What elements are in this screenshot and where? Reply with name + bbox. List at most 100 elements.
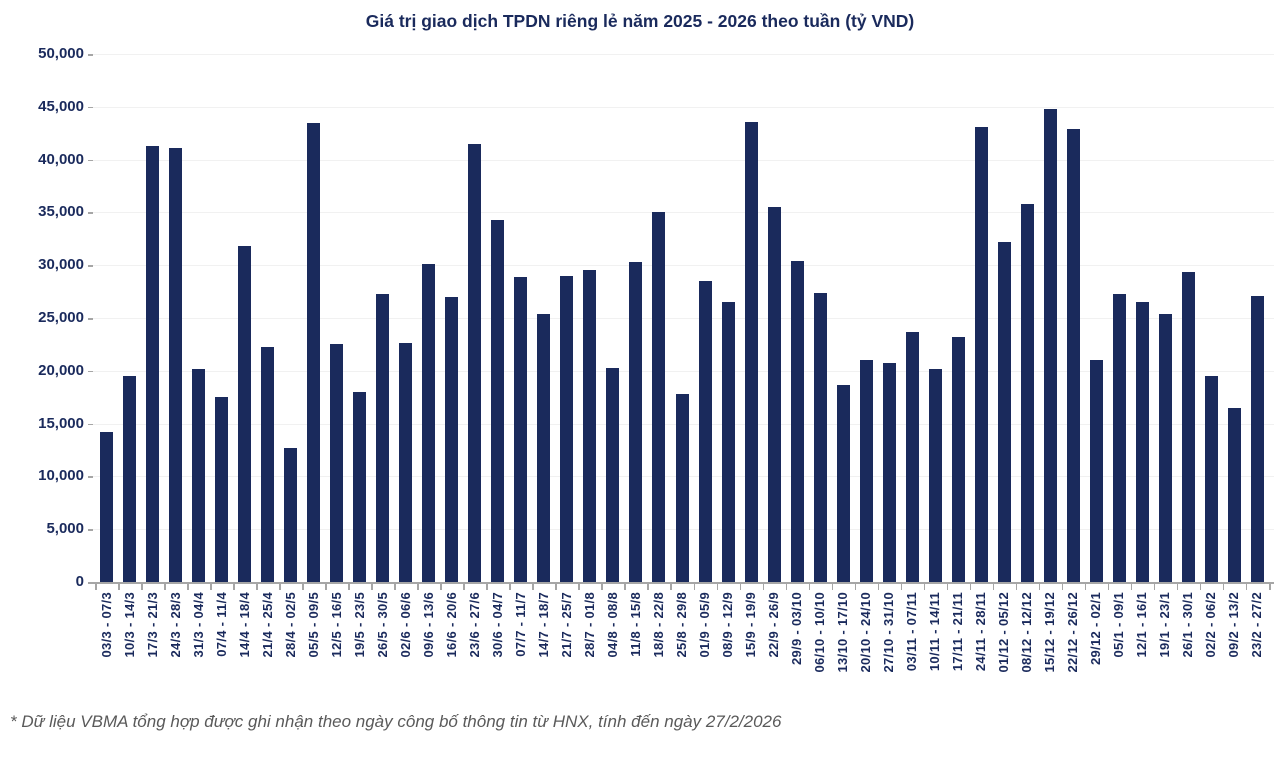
- x-axis-label: 05/5 - 09/5: [305, 592, 321, 658]
- y-axis-tick: [88, 265, 93, 267]
- x-axis-label: 25/8 - 29/8: [674, 592, 689, 658]
- x-axis-tick: [716, 583, 719, 590]
- bar: [537, 313, 551, 582]
- bar: [997, 241, 1011, 582]
- x-axis-label: 07/7 - 11/7: [512, 592, 528, 657]
- gridline: [90, 318, 1274, 319]
- x-axis-label: 06/10 - 10/10: [812, 592, 828, 673]
- bar: [859, 360, 873, 582]
- x-axis-tick: [95, 583, 97, 590]
- y-axis-label: 0: [75, 573, 84, 590]
- x-axis-label: 15/12 - 19/12: [1042, 592, 1058, 673]
- x-axis-tick: [923, 583, 926, 590]
- x-axis-label: 31/3 - 04/4: [190, 592, 206, 658]
- x-axis-tick: [1199, 583, 1202, 590]
- bar: [284, 447, 298, 582]
- x-axis-tick: [302, 583, 304, 590]
- x-axis-tick: [394, 583, 396, 590]
- x-axis-label: 02/2 - 06/2: [1203, 592, 1219, 658]
- bar: [606, 367, 620, 582]
- x-axis-label: 02/6 - 06/6: [397, 592, 413, 658]
- x-axis-label: 08/9 - 12/9: [720, 592, 736, 658]
- x-axis-label: 23/6 - 27/6: [466, 592, 482, 658]
- y-axis-tick: [88, 54, 93, 56]
- bar: [905, 331, 919, 582]
- x-axis-label: 05/1 - 09/1: [1111, 592, 1127, 658]
- bar: [1089, 360, 1103, 582]
- x-axis-label: 28/7 - 01/8: [581, 592, 597, 658]
- x-axis-label: 29/12 - 02/1: [1088, 592, 1104, 665]
- x-axis-tick: [279, 583, 281, 590]
- x-axis-tick: [1015, 583, 1018, 590]
- y-axis-tick: [88, 529, 93, 531]
- x-axis-label: 17/3 - 21/3: [144, 592, 160, 658]
- bar: [468, 143, 482, 582]
- bar: [1135, 302, 1149, 582]
- y-axis-tick: [88, 370, 93, 373]
- bar: [192, 368, 206, 582]
- footer-note: * Dữ liệu VBMA tổng hợp được ghi nhận th…: [10, 712, 782, 731]
- x-axis-label: 28/4 - 02/5: [282, 592, 298, 658]
- bar: [238, 246, 252, 582]
- x-axis-label: 30/6 - 04/7: [489, 592, 505, 658]
- x-axis-label: 19/1 - 23/1: [1157, 592, 1173, 658]
- bar: [1204, 376, 1218, 582]
- bar: [146, 145, 160, 582]
- bar: [307, 122, 321, 582]
- x-axis-label: 19/5 - 23/5: [351, 592, 367, 658]
- bar: [1043, 108, 1057, 582]
- y-axis-label: 20,000: [38, 361, 84, 379]
- x-axis-tick: [785, 583, 788, 590]
- y-axis-label: 30,000: [38, 256, 84, 274]
- x-axis-label: 10/3 - 14/3: [121, 592, 137, 658]
- x-axis-tick: [693, 583, 695, 590]
- gridline: [90, 265, 1274, 267]
- x-axis-tick: [417, 583, 419, 590]
- x-axis-label: 16/6 - 20/6: [443, 592, 459, 658]
- x-axis-label: 21/7 - 25/7: [558, 592, 574, 658]
- x-axis-tick: [440, 583, 442, 590]
- chart-title: Giá trị giao dịch TPDN riêng lẻ năm 2025…: [365, 11, 915, 31]
- y-axis-label: 50,000: [38, 45, 84, 62]
- x-axis-tick: [1038, 583, 1041, 590]
- x-axis-line: [88, 582, 1274, 584]
- x-axis-tick: [969, 583, 972, 590]
- x-axis-label: 07/4 - 11/4: [213, 592, 229, 657]
- x-axis-label: 26/1 - 30/1: [1180, 592, 1196, 658]
- bar: [399, 343, 413, 582]
- y-axis-tick: [88, 106, 93, 109]
- x-axis-label: 15/9 - 19/9: [743, 592, 759, 658]
- bar: [1227, 407, 1241, 582]
- bar: [744, 121, 758, 582]
- bar: [974, 126, 988, 582]
- x-axis-tick: [325, 583, 327, 590]
- x-axis-tick: [486, 583, 488, 590]
- x-axis-label: 14/4 - 18/4: [236, 592, 252, 658]
- x-axis-tick: [555, 583, 557, 590]
- y-axis-label: 40,000: [38, 150, 84, 168]
- x-axis-label: 03/11 - 07/11: [904, 592, 920, 672]
- y-axis-label: 15,000: [38, 414, 84, 432]
- gridline: [90, 106, 1274, 108]
- x-axis-tick: [118, 583, 120, 590]
- bar: [422, 264, 436, 582]
- x-axis-tick: [187, 583, 189, 590]
- x-axis-tick: [1269, 583, 1271, 590]
- bar: [445, 296, 459, 582]
- x-axis-tick: [900, 583, 903, 590]
- y-axis-tick: [88, 476, 93, 478]
- bar: [951, 337, 965, 582]
- x-axis-label: 12/5 - 16/5: [328, 592, 344, 658]
- y-axis-tick: [88, 318, 93, 320]
- x-axis-label: 03/3 - 07/3: [98, 592, 114, 658]
- x-axis-tick: [233, 583, 235, 590]
- x-axis-tick: [946, 583, 949, 590]
- bar: [790, 260, 804, 582]
- bar: [215, 397, 229, 582]
- x-axis-tick: [1153, 583, 1156, 590]
- x-axis-label: 10/11 - 14/11: [927, 592, 943, 672]
- bar: [721, 302, 735, 582]
- y-axis-label: 10,000: [38, 467, 84, 485]
- bar: [652, 212, 666, 582]
